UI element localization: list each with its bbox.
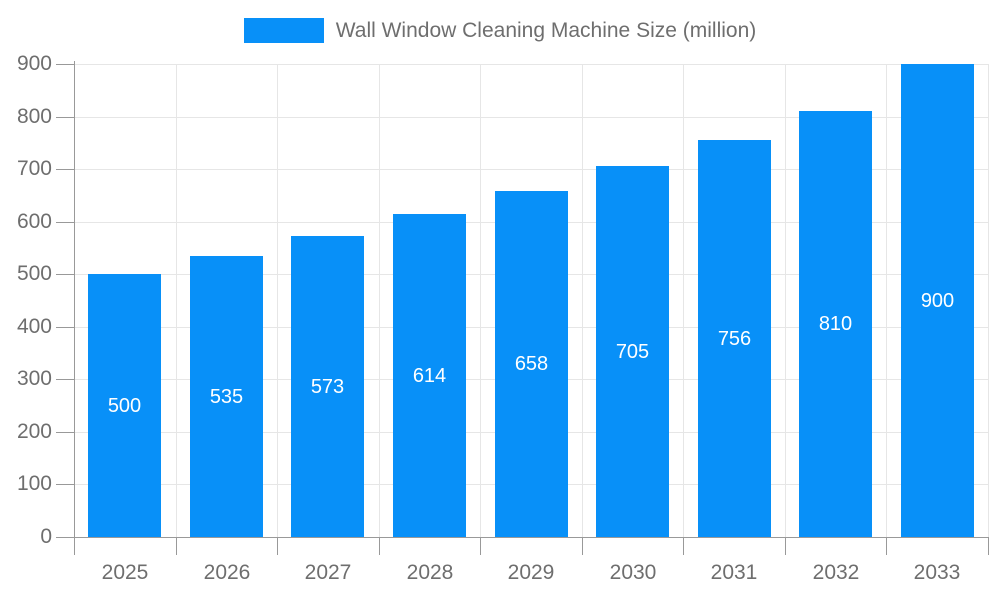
bar-value-label: 756 xyxy=(717,328,752,350)
y-axis-tick xyxy=(56,169,74,170)
y-axis-label: 400 xyxy=(16,315,52,338)
y-axis-label: 700 xyxy=(16,157,52,180)
y-gridline xyxy=(74,117,988,118)
x-axis-line xyxy=(74,537,988,538)
y-axis-tick xyxy=(56,484,74,485)
y-axis-label: 500 xyxy=(16,262,52,285)
bar-2031 xyxy=(698,140,771,537)
y-gridline xyxy=(74,64,988,65)
y-axis-tick xyxy=(56,432,74,433)
x-axis-tick xyxy=(480,537,481,555)
x-gridline xyxy=(277,64,278,537)
x-axis-tick xyxy=(785,537,786,555)
legend-item[interactable]: Wall Window Cleaning Machine Size (milli… xyxy=(0,18,1000,43)
y-gridline xyxy=(74,169,988,170)
bar-2026 xyxy=(190,256,263,537)
x-gridline xyxy=(785,64,786,537)
y-axis-label: 300 xyxy=(16,367,52,390)
x-gridline xyxy=(176,64,177,537)
x-axis-label: 2033 xyxy=(913,561,961,584)
bar-2027 xyxy=(291,236,364,537)
bar-value-label: 810 xyxy=(818,313,853,335)
y-axis-label: 0 xyxy=(40,525,52,548)
x-axis-tick xyxy=(988,537,989,555)
x-gridline xyxy=(988,64,989,537)
y-axis-line xyxy=(74,61,75,555)
bar-2032 xyxy=(799,111,872,537)
y-axis-tick xyxy=(56,537,74,538)
bar-value-label: 705 xyxy=(615,341,650,363)
y-axis-label: 200 xyxy=(16,420,52,443)
x-axis-tick xyxy=(886,537,887,555)
x-axis-label: 2026 xyxy=(203,561,251,584)
x-gridline xyxy=(582,64,583,537)
bar-2025 xyxy=(88,274,161,537)
bar-value-label: 614 xyxy=(412,365,447,387)
y-axis-tick xyxy=(56,274,74,275)
legend-swatch[interactable] xyxy=(243,18,324,43)
x-axis-label: 2031 xyxy=(710,561,758,584)
bar-2028 xyxy=(393,214,466,537)
bar-value-label: 573 xyxy=(310,376,345,398)
x-axis-label: 2030 xyxy=(609,561,657,584)
x-gridline xyxy=(379,64,380,537)
y-axis-tick xyxy=(56,379,74,380)
y-axis-label: 800 xyxy=(16,105,52,128)
x-axis-label: 2025 xyxy=(101,561,149,584)
y-axis-label: 600 xyxy=(16,210,52,233)
x-gridline xyxy=(886,64,887,537)
x-axis-tick xyxy=(379,537,380,555)
bar-2029 xyxy=(495,191,568,537)
x-gridline xyxy=(683,64,684,537)
x-axis-label: 2027 xyxy=(304,561,352,584)
x-axis-tick xyxy=(176,537,177,555)
x-axis-label: 2029 xyxy=(507,561,555,584)
bar-2033 xyxy=(901,64,974,537)
y-axis-label: 100 xyxy=(16,472,52,495)
bar-value-label: 535 xyxy=(209,386,244,408)
y-axis-label: 900 xyxy=(16,52,52,75)
y-axis-tick xyxy=(56,222,74,223)
bar-2030 xyxy=(596,166,669,537)
y-axis-tick xyxy=(56,117,74,118)
bar-value-label: 658 xyxy=(514,353,549,375)
y-axis-tick xyxy=(56,64,74,65)
legend-label: Wall Window Cleaning Machine Size (milli… xyxy=(335,19,757,42)
x-axis-tick xyxy=(277,537,278,555)
x-gridline xyxy=(480,64,481,537)
x-axis-tick xyxy=(683,537,684,555)
y-axis-tick xyxy=(56,327,74,328)
x-axis-tick xyxy=(582,537,583,555)
bar-value-label: 900 xyxy=(920,290,955,312)
bar-value-label: 500 xyxy=(107,395,142,417)
x-axis-label: 2028 xyxy=(406,561,454,584)
x-axis-label: 2032 xyxy=(812,561,860,584)
